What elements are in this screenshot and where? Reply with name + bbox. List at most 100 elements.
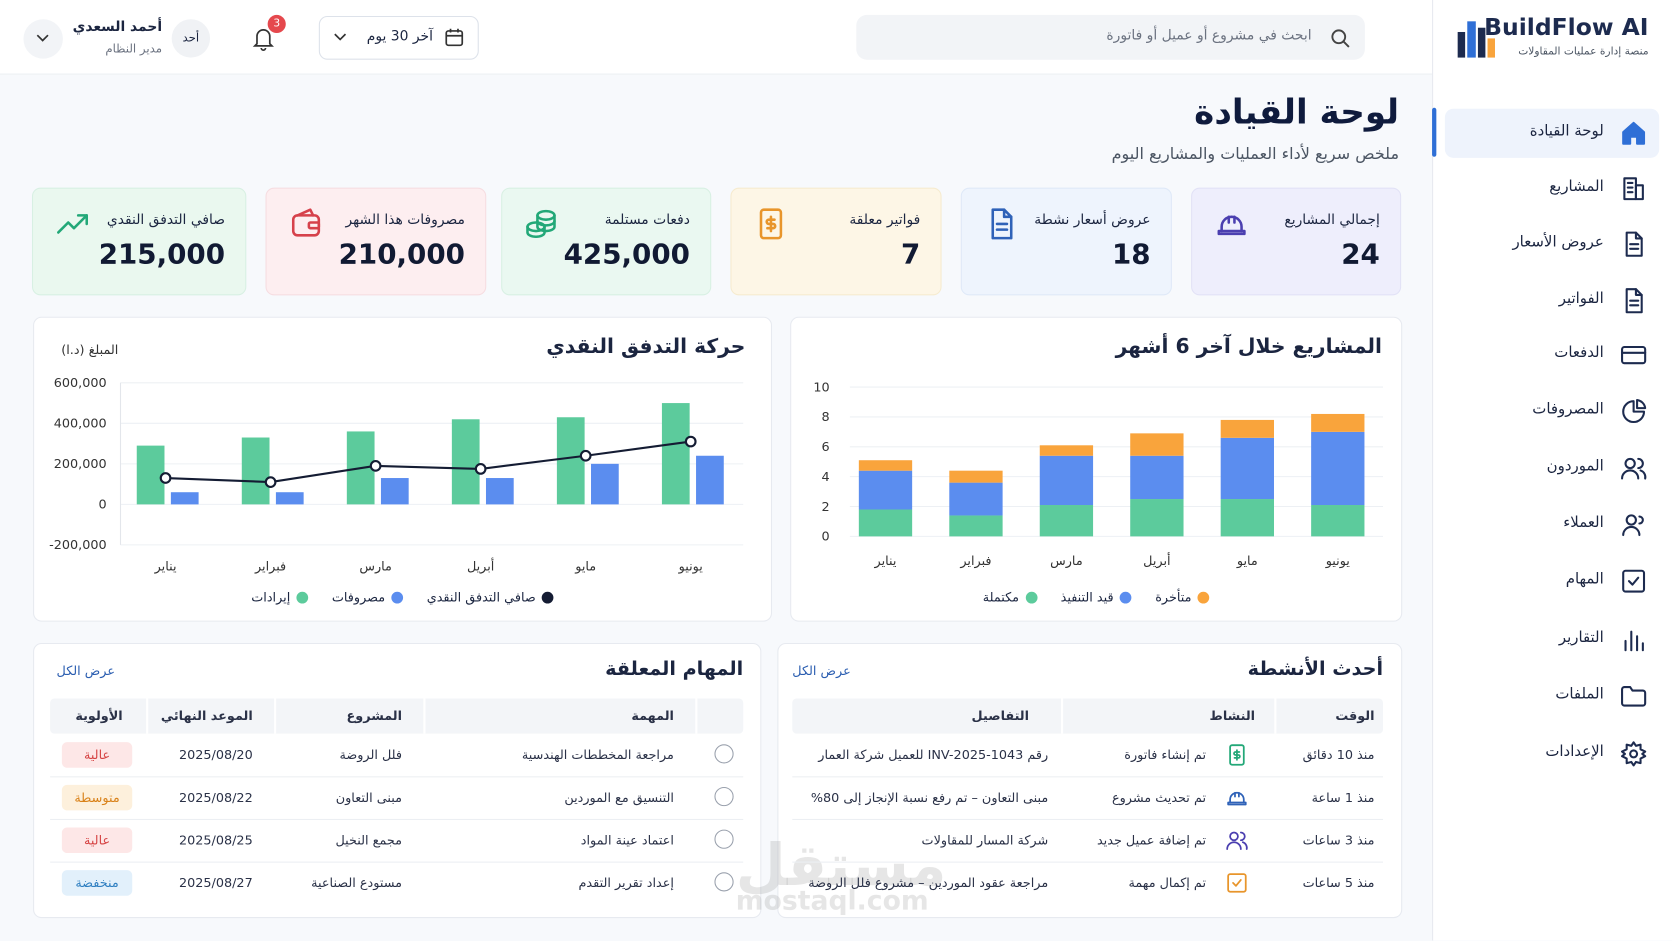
nav-item[interactable]: الفواتير — [1558, 290, 1604, 308]
task-checkbox[interactable] — [714, 872, 734, 892]
column-header: التفاصيل — [971, 708, 1030, 723]
kpi-icon — [1215, 207, 1249, 241]
table-cell: منذ 10 دقائق — [1302, 747, 1375, 763]
legend-item: قيد التنفيذ — [1061, 590, 1132, 605]
kpi-icon — [525, 207, 559, 241]
nav-item[interactable]: الملفات — [1555, 685, 1604, 703]
nav-item[interactable]: المهام — [1565, 570, 1604, 588]
view-all-link[interactable]: عرض الكل — [56, 663, 115, 679]
priority-badge: متوسطة — [61, 784, 133, 811]
priority-badge: عالية — [61, 827, 133, 854]
date-picker[interactable] — [318, 15, 479, 60]
search-box[interactable] — [856, 14, 1365, 60]
page-subtitle: ملخص سريع لأداء العمليات والمشاريع اليوم — [1111, 143, 1400, 164]
nav-item[interactable]: الإعدادات — [1545, 743, 1604, 761]
nav-icon — [1620, 119, 1648, 147]
priority-badge: منخفضة — [61, 870, 133, 896]
table-cell: 2025/08/20 — [178, 747, 253, 763]
column-divider — [695, 698, 698, 734]
nav-icon — [1620, 567, 1648, 595]
task-checkbox[interactable] — [714, 829, 734, 849]
legend-label: صافي التدفق النقدي — [426, 589, 536, 605]
kpi-value: 18 — [1111, 238, 1151, 271]
kpi-card — [960, 187, 1172, 296]
table-cell: تم تحديث مشروع — [1111, 790, 1207, 806]
legend-swatch — [1025, 591, 1038, 604]
row-divider — [50, 818, 744, 821]
nav-item[interactable]: المصروفات — [1532, 400, 1604, 419]
nav-item[interactable]: الموردون — [1546, 457, 1604, 475]
nav-item[interactable]: المشاريع — [1549, 178, 1604, 196]
table-cell: منذ 3 ساعات — [1302, 832, 1375, 848]
column-divider — [274, 698, 277, 734]
glyph — [1625, 231, 1643, 257]
table-cell: منذ 5 ساعات — [1302, 875, 1375, 891]
glyph — [1621, 741, 1647, 767]
kpi-icon — [55, 207, 89, 241]
glyph — [1227, 873, 1247, 893]
kpi-card — [730, 187, 942, 296]
glyph — [291, 208, 321, 237]
legend-swatch — [1197, 591, 1210, 604]
table-cell: التنسيق مع الموردين — [564, 790, 674, 806]
activity-icon — [1225, 743, 1248, 766]
view-all-link[interactable]: عرض الكل — [792, 663, 851, 679]
search-placeholder: ابحث في مشروع أو عميل أو فاتورة — [1106, 27, 1312, 44]
column-divider — [1060, 698, 1064, 734]
legend-item: مكتملة — [983, 590, 1038, 605]
table-title: المهام المعلقة — [605, 657, 744, 681]
nav-icon — [1620, 175, 1648, 203]
glyph — [57, 214, 89, 234]
kpi-icon — [984, 207, 1018, 241]
nav-item[interactable]: عروض الأسعار — [1512, 233, 1604, 251]
nav-icon — [1620, 511, 1648, 539]
glyph — [1625, 288, 1643, 314]
table-cell: تم إضافة عميل جديد — [1096, 832, 1207, 848]
nav-item[interactable]: لوحة القيادة — [1529, 122, 1604, 140]
bell-icon[interactable] — [250, 23, 280, 53]
nav-icon — [1620, 287, 1648, 315]
glyph — [526, 209, 556, 239]
glyph — [1621, 345, 1647, 365]
kpi-label: صافي التدفق النقدي — [106, 212, 225, 229]
table-cell: مجمع النخيل — [335, 832, 403, 848]
kpi-card — [31, 187, 247, 296]
table-header — [792, 698, 1384, 734]
table-cell: تم إنشاء فاتورة — [1124, 747, 1207, 763]
task-checkbox[interactable] — [714, 744, 734, 764]
nav-icon — [1620, 230, 1648, 258]
table-cell: شركة المسار للمقاولات — [921, 832, 1049, 848]
column-header: المشروع — [346, 708, 403, 723]
table-cell: مستودع الصناعية — [311, 875, 403, 891]
nav-item[interactable]: العملاء — [1563, 513, 1604, 532]
brand-tagline: منصة إدارة عمليات المقاولات — [1518, 45, 1649, 58]
kpi-label: فواتير معلقة — [849, 212, 921, 229]
task-checkbox[interactable] — [714, 786, 734, 807]
table-cell: منذ 1 ساعة — [1311, 790, 1375, 806]
glyph — [1622, 569, 1646, 593]
activity-icon — [1225, 829, 1248, 852]
page-title: لوحة القيادة — [1194, 91, 1400, 133]
glyph — [1623, 177, 1644, 201]
nav-icon — [1620, 740, 1648, 768]
glyph — [1621, 457, 1647, 480]
y-axis-label: المبلغ (د.ا) — [61, 342, 119, 358]
legend: متأخرة قيد التنفيذ مكتملة — [790, 590, 1402, 605]
legend-label: متأخرة — [1155, 589, 1192, 605]
table-header — [50, 698, 744, 734]
activities-panel — [777, 642, 1403, 919]
legend-item: إيرادات — [251, 590, 309, 605]
kpi-value: 210,000 — [338, 238, 465, 271]
legend-swatch — [1120, 591, 1132, 604]
nav-item[interactable]: الدفعات — [1554, 344, 1604, 362]
kpi-value: 7 — [900, 238, 921, 271]
legend-swatch — [391, 591, 404, 604]
table-cell: مراجعة عقود الموردين – مشروع فلل الروضة — [808, 875, 1049, 891]
nav-item[interactable]: التقارير — [1558, 629, 1604, 647]
avatar[interactable]: أحد — [171, 19, 211, 58]
kpi-value: 215,000 — [98, 238, 225, 271]
nav-icon — [1620, 341, 1648, 369]
column-divider — [423, 698, 426, 734]
row-divider — [50, 861, 744, 863]
